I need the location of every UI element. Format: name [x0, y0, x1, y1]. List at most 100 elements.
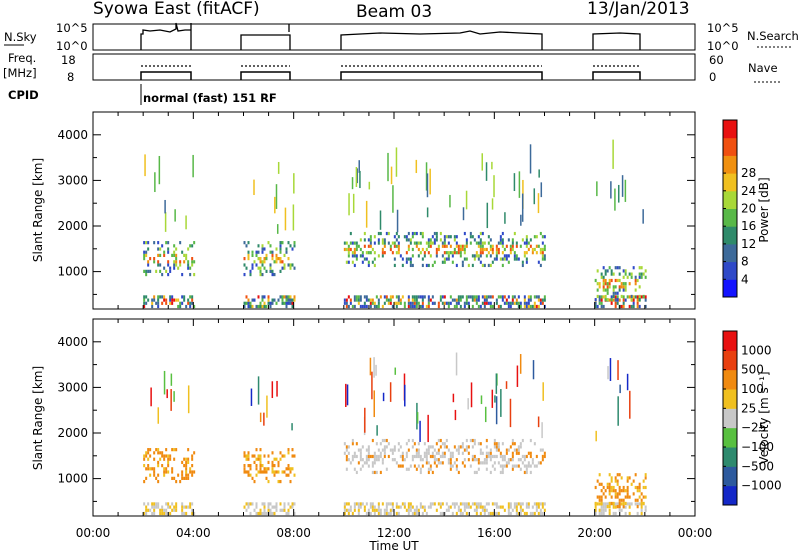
range-gate-cell — [636, 505, 639, 509]
range-gate-cell — [515, 505, 518, 509]
range-gate-cell — [622, 282, 625, 286]
range-gate-cell — [259, 467, 262, 471]
range-gate-cell — [351, 511, 354, 516]
power-y-axis-label: Slant Range [km] — [31, 158, 45, 262]
range-gate-cell — [596, 294, 599, 299]
range-gate-cell — [151, 298, 154, 302]
range-gate-cell — [433, 241, 436, 245]
range-gate-cell — [396, 209, 399, 233]
range-gate-cell — [181, 511, 184, 516]
range-gate-cell — [431, 301, 434, 305]
range-gate-cell — [265, 257, 268, 261]
range-gate-cell — [533, 442, 536, 446]
range-gate-cell — [503, 257, 506, 261]
range-gate-cell — [373, 241, 376, 245]
range-gate-cell — [632, 492, 635, 496]
range-gate-cell — [429, 241, 432, 245]
range-gate-cell — [479, 448, 482, 452]
colorbar-segment — [723, 137, 737, 156]
range-gate-cell — [451, 251, 454, 255]
range-gate-cell — [439, 461, 442, 465]
range-gate-cell — [409, 508, 412, 512]
range-gate-cell — [527, 451, 530, 455]
range-gate-cell — [153, 505, 156, 509]
range-gate-cell — [602, 282, 605, 286]
range-gate-cell — [364, 407, 366, 433]
range-gate-cell — [507, 508, 510, 512]
range-gate-cell — [457, 508, 460, 512]
range-gate-cell — [381, 254, 384, 258]
range-gate-cell — [535, 304, 538, 309]
range-gate-cell — [527, 295, 530, 299]
range-gate-cell — [385, 505, 388, 509]
range-gate-cell — [165, 454, 168, 458]
range-gate-cell — [525, 235, 528, 239]
range-gate-cell — [251, 476, 254, 480]
range-gate-cell — [395, 502, 398, 506]
range-gate-cell — [243, 467, 246, 471]
colorbar-tick-label: 8 — [741, 255, 749, 269]
range-gate-cell — [265, 467, 268, 471]
range-gate-cell — [616, 278, 619, 283]
range-gate-cell — [293, 241, 296, 245]
range-gate-cell — [267, 505, 270, 509]
range-gate-cell — [523, 254, 526, 258]
range-gate-cell — [602, 505, 605, 509]
range-gate-cell — [415, 159, 418, 174]
range-gate-cell — [287, 241, 290, 245]
range-gate-cell — [493, 257, 496, 261]
range-gate-cell — [187, 385, 190, 414]
range-gate-cell — [261, 250, 264, 254]
range-gate-cell — [465, 502, 468, 506]
range-gate-cell — [608, 501, 611, 506]
range-gate-cell — [529, 298, 532, 302]
range-gate-cell — [463, 505, 466, 509]
range-gate-cell — [385, 467, 388, 471]
range-gate-cell — [505, 298, 508, 302]
range-gate-cell — [261, 304, 264, 309]
range-gate-cell — [273, 457, 276, 461]
range-gate-cell — [181, 473, 184, 477]
range-gate-cell — [527, 304, 530, 309]
range-gate-cell — [487, 241, 490, 245]
range-gate-cell — [163, 253, 166, 258]
range-gate-cell — [531, 304, 534, 309]
range-gate-cell — [435, 464, 438, 468]
range-gate-cell — [537, 295, 540, 299]
x-tick-label: 16:00 — [477, 526, 512, 540]
range-gate-cell — [369, 244, 372, 248]
range-gate-cell — [381, 458, 384, 462]
range-gate-cell — [347, 244, 350, 248]
range-gate-cell — [389, 295, 392, 299]
range-gate-cell — [151, 511, 154, 516]
range-gate-cell — [642, 501, 645, 506]
range-gate-cell — [517, 458, 520, 462]
range-gate-cell — [159, 295, 162, 299]
range-gate-cell — [455, 458, 458, 462]
range-gate-cell — [271, 460, 274, 465]
range-gate-cell — [479, 505, 482, 509]
range-gate-cell — [347, 445, 350, 449]
range-gate-cell — [261, 511, 264, 516]
range-gate-cell — [602, 485, 605, 490]
range-gate-cell — [259, 269, 262, 273]
range-gate-cell — [459, 247, 462, 252]
range-gate-cell — [269, 301, 272, 305]
range-gate-cell — [391, 458, 394, 462]
range-gate-cell — [407, 231, 410, 236]
range-gate-cell — [367, 445, 370, 449]
range-gate-cell — [515, 464, 518, 468]
range-gate-cell — [429, 298, 432, 302]
range-gate-cell — [622, 485, 625, 490]
range-gate-cell — [427, 467, 430, 471]
range-gate-cell — [473, 454, 476, 459]
range-gate-cell — [391, 508, 394, 512]
range-gate-cell — [191, 260, 194, 264]
range-gate-cell — [367, 454, 370, 459]
plot-title: Syowa East (fitACF) — [93, 0, 260, 19]
range-gate-cell — [279, 247, 282, 251]
range-gate-cell — [287, 511, 290, 516]
range-gate-cell — [387, 301, 390, 305]
range-gate-cell — [616, 301, 619, 305]
range-gate-cell — [469, 505, 472, 509]
